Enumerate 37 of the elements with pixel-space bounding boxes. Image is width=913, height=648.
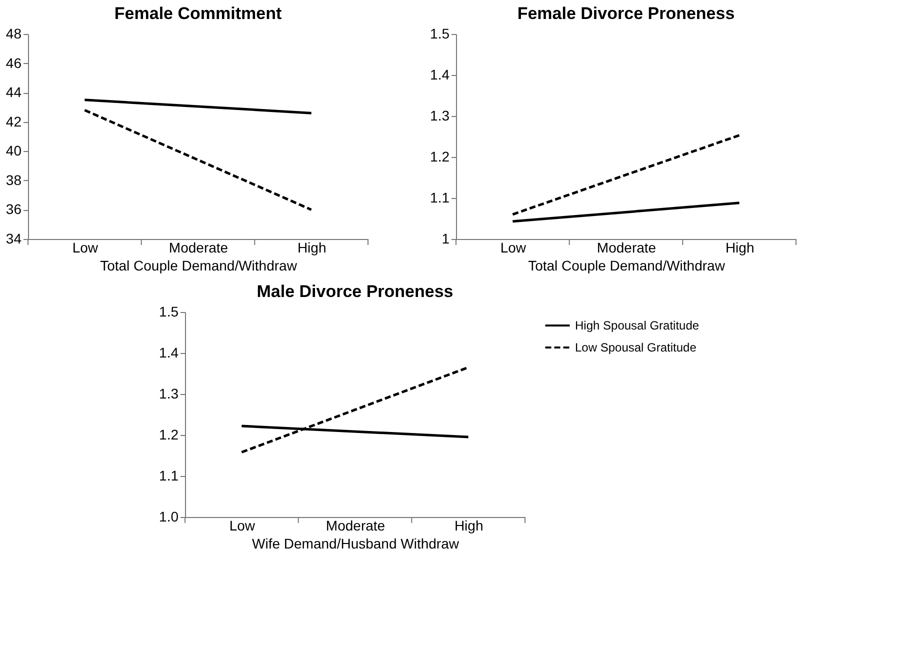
x-axis-title: Total Couple Demand/Withdraw xyxy=(528,258,726,274)
x-axis-title: Wife Demand/Husband Withdraw xyxy=(252,536,460,552)
y-tick-label: 44 xyxy=(6,84,22,100)
x-tick-label: High xyxy=(725,240,754,256)
y-tick-label: 1.4 xyxy=(430,66,450,82)
x-tick-label: Moderate xyxy=(596,240,656,256)
legend-label: Low Spousal Gratitude xyxy=(575,340,697,354)
x-tick-label: High xyxy=(454,518,484,534)
x-tick-label: Low xyxy=(500,240,527,256)
x-tick-label: Moderate xyxy=(168,240,228,256)
y-tick-label: 1.0 xyxy=(159,508,179,524)
y-tick-label: 1.2 xyxy=(159,426,179,442)
x-axis-title: Total Couple Demand/Withdraw xyxy=(100,258,298,274)
y-tick-label: 38 xyxy=(6,172,22,188)
y-tick-label: 48 xyxy=(6,26,22,42)
x-tick-label: Moderate xyxy=(326,518,386,534)
y-tick-label: 34 xyxy=(6,230,22,246)
chart-title: Female Commitment xyxy=(114,4,282,23)
y-tick-label: 1.2 xyxy=(430,148,450,164)
y-tick-label: 1.3 xyxy=(159,386,179,402)
x-tick-label: High xyxy=(297,240,326,256)
y-tick-label: 1.4 xyxy=(159,344,179,360)
x-tick-label: Low xyxy=(72,240,99,256)
y-tick-label: 1.1 xyxy=(159,468,179,484)
y-tick-label: 40 xyxy=(6,142,22,159)
x-tick-label: Low xyxy=(229,518,256,534)
y-tick-label: 42 xyxy=(6,113,22,130)
y-tick-label: 1.3 xyxy=(430,108,450,124)
y-tick-label: 1.5 xyxy=(159,304,179,320)
y-tick-label: 46 xyxy=(6,54,22,71)
y-tick-label: 1.1 xyxy=(430,190,450,206)
chart-title: Male Divorce Proneness xyxy=(256,282,454,301)
legend-label: High Spousal Gratitude xyxy=(575,318,700,332)
y-tick-label: 1 xyxy=(442,230,450,246)
chart-title: Female Divorce Proneness xyxy=(517,4,735,23)
y-tick-label: 1.5 xyxy=(430,26,450,42)
y-tick-label: 36 xyxy=(6,201,22,218)
